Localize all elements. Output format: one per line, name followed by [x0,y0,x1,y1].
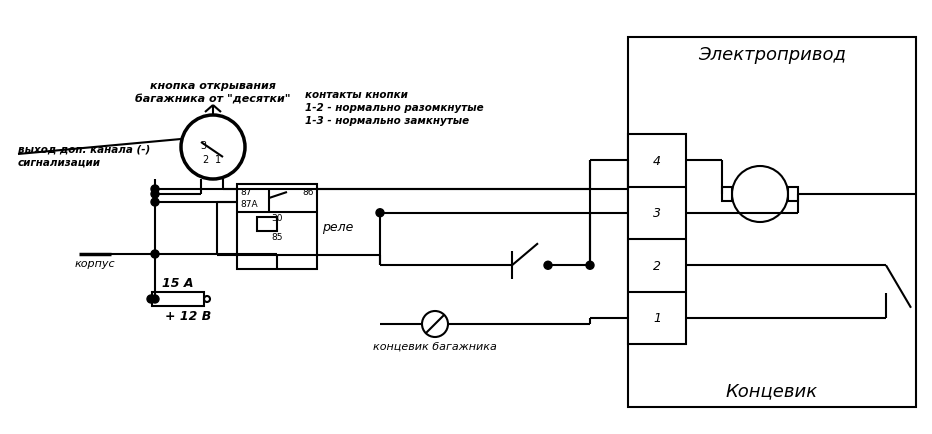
Text: кнопка открывания: кнопка открывания [150,81,276,91]
Text: + 12 В: + 12 В [165,309,212,322]
Text: 86: 86 [303,187,314,197]
Text: корпус: корпус [75,258,116,268]
Text: 87: 87 [240,187,252,197]
Text: реле: реле [322,220,353,233]
Text: контакты кнопки: контакты кнопки [305,90,408,100]
Circle shape [147,295,155,303]
Text: Электропривод: Электропривод [698,46,846,64]
Text: 3: 3 [653,207,661,220]
Bar [722,187,732,201]
Bar [788,187,798,201]
Bar [628,38,916,407]
Circle shape [586,262,594,270]
Text: 2: 2 [202,155,208,164]
Text: сигнализации: сигнализации [18,158,101,168]
Text: 1-3 - нормально замкнутые: 1-3 - нормально замкнутые [305,116,469,126]
Text: багажника от "десятки": багажника от "десятки" [135,94,291,104]
Text: 87A: 87A [240,200,257,208]
Text: выход доп. канала (-): выход доп. канала (-) [18,145,150,155]
Circle shape [544,262,552,270]
Text: 30: 30 [271,214,282,223]
Circle shape [151,250,159,258]
Bar [152,293,204,306]
Text: 3: 3 [200,141,206,151]
Circle shape [151,191,159,198]
Bar [257,217,277,231]
Circle shape [151,295,159,303]
Circle shape [151,198,159,207]
Bar [237,184,317,270]
Text: 85: 85 [271,233,282,241]
Text: Концевик: Концевик [726,381,818,399]
Text: 1: 1 [215,155,221,164]
Bar [628,135,686,344]
Circle shape [376,209,384,217]
Text: 15 А: 15 А [162,276,194,289]
Text: 1: 1 [653,312,661,325]
Text: 2: 2 [653,259,661,272]
Text: 1-2 - нормально разомкнутые: 1-2 - нормально разомкнутые [305,103,484,113]
Text: концевик багажника: концевик багажника [373,341,497,351]
Text: 4: 4 [653,155,661,168]
Circle shape [151,186,159,194]
